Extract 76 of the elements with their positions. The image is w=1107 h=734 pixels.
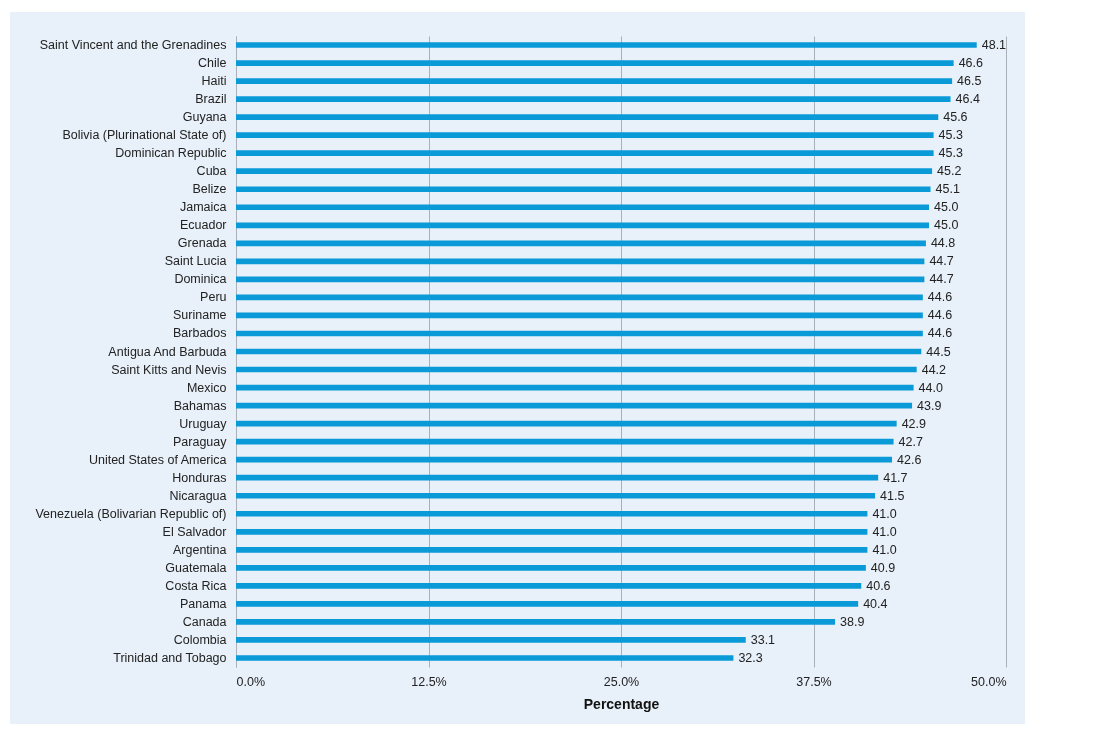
data-label: 44.6 <box>927 290 953 305</box>
x-tick-label: 50.0% <box>971 674 1007 689</box>
y-tick-label: Saint Kitts and Nevis <box>111 362 227 377</box>
y-tick-label: Nicaragua <box>169 488 227 503</box>
y-tick-label: Belize <box>192 182 227 197</box>
data-label: 41.0 <box>872 524 897 539</box>
data-label: 42.9 <box>901 416 927 431</box>
data-label: 40.4 <box>863 596 888 611</box>
y-tick-label: Cuba <box>196 164 227 179</box>
data-label: 44.6 <box>927 308 953 323</box>
data-label: 44.7 <box>929 272 954 287</box>
y-tick-label: Dominica <box>174 272 227 287</box>
data-label: 44.5 <box>926 344 951 359</box>
y-tick-label: Costa Rica <box>165 578 227 593</box>
y-tick-label: Saint Lucia <box>164 254 227 269</box>
y-tick-label: Argentina <box>172 542 227 557</box>
data-label: 41.0 <box>872 542 897 557</box>
y-tick-label: El Salvador <box>162 524 227 539</box>
y-tick-label: Bolivia (Plurinational State of) <box>62 128 227 143</box>
data-label: 48.1 <box>981 38 1007 53</box>
data-label: 44.8 <box>930 236 956 251</box>
data-label: 45.1 <box>935 182 960 197</box>
y-tick-label: Canada <box>182 614 227 629</box>
y-tick-label: Jamaica <box>179 200 227 215</box>
y-tick-label: Honduras <box>172 470 227 485</box>
y-tick-label: Chile <box>198 56 227 71</box>
y-tick-label: Bahamas <box>173 398 227 413</box>
y-tick-label: Peru <box>200 290 227 305</box>
y-tick-label: Antigua And Barbuda <box>108 344 227 359</box>
data-label: 45.0 <box>934 200 959 215</box>
y-tick-label: Suriname <box>173 308 227 323</box>
data-label: 43.9 <box>917 398 942 413</box>
data-label: 41.0 <box>872 506 897 521</box>
y-tick-label: Paraguay <box>172 434 228 449</box>
data-label: 44.7 <box>929 254 954 269</box>
y-tick-label: United States of America <box>88 452 227 467</box>
y-tick-label: Saint Vincent and the Grenadines <box>39 38 227 53</box>
x-axis-title: Percentage <box>583 696 660 712</box>
data-label: 42.7 <box>898 434 923 449</box>
y-tick-label: Guyana <box>182 110 227 125</box>
y-tick-label: Grenada <box>177 236 227 251</box>
data-label: 45.2 <box>937 164 962 179</box>
data-label: 46.6 <box>958 56 984 71</box>
y-tick-label: Colombia <box>173 632 227 647</box>
x-tick-label: 12.5% <box>411 674 447 689</box>
data-label: 44.6 <box>927 326 953 341</box>
x-tick-label: 37.5% <box>796 674 832 689</box>
data-label: 40.6 <box>866 578 891 593</box>
data-label: 41.7 <box>883 470 908 485</box>
data-label: 33.1 <box>750 632 776 647</box>
y-tick-label: Uruguay <box>179 416 228 431</box>
y-tick-label: Brazil <box>195 92 227 107</box>
data-label: 42.6 <box>897 452 922 467</box>
data-label: 44.0 <box>918 380 943 395</box>
y-tick-label: Guatemala <box>165 560 227 575</box>
data-label: 46.4 <box>955 92 980 107</box>
x-tick-label: 0.0% <box>236 674 265 689</box>
y-tick-label: Dominican Republic <box>115 146 227 161</box>
data-label: 45.3 <box>938 128 963 143</box>
x-tick-label: 25.0% <box>603 674 640 689</box>
data-label: 41.5 <box>880 488 905 503</box>
data-label: 44.2 <box>921 362 947 377</box>
data-label: 38.9 <box>840 614 865 629</box>
data-label: 45.6 <box>943 110 968 125</box>
data-label: 40.9 <box>870 560 896 575</box>
y-tick-label: Barbados <box>172 326 227 341</box>
y-tick-label: Mexico <box>186 380 227 395</box>
data-label: 45.0 <box>934 218 959 233</box>
data-label: 46.5 <box>957 74 982 89</box>
y-tick-label: Panama <box>179 596 227 611</box>
data-label: 32.3 <box>738 650 763 665</box>
y-tick-label: Trinidad and Tobago <box>113 650 227 665</box>
y-tick-label: Haiti <box>201 74 227 89</box>
data-label: 45.3 <box>938 146 963 161</box>
y-tick-label: Ecuador <box>179 218 227 233</box>
y-tick-label: Venezuela (Bolivarian Republic of) <box>35 506 227 521</box>
